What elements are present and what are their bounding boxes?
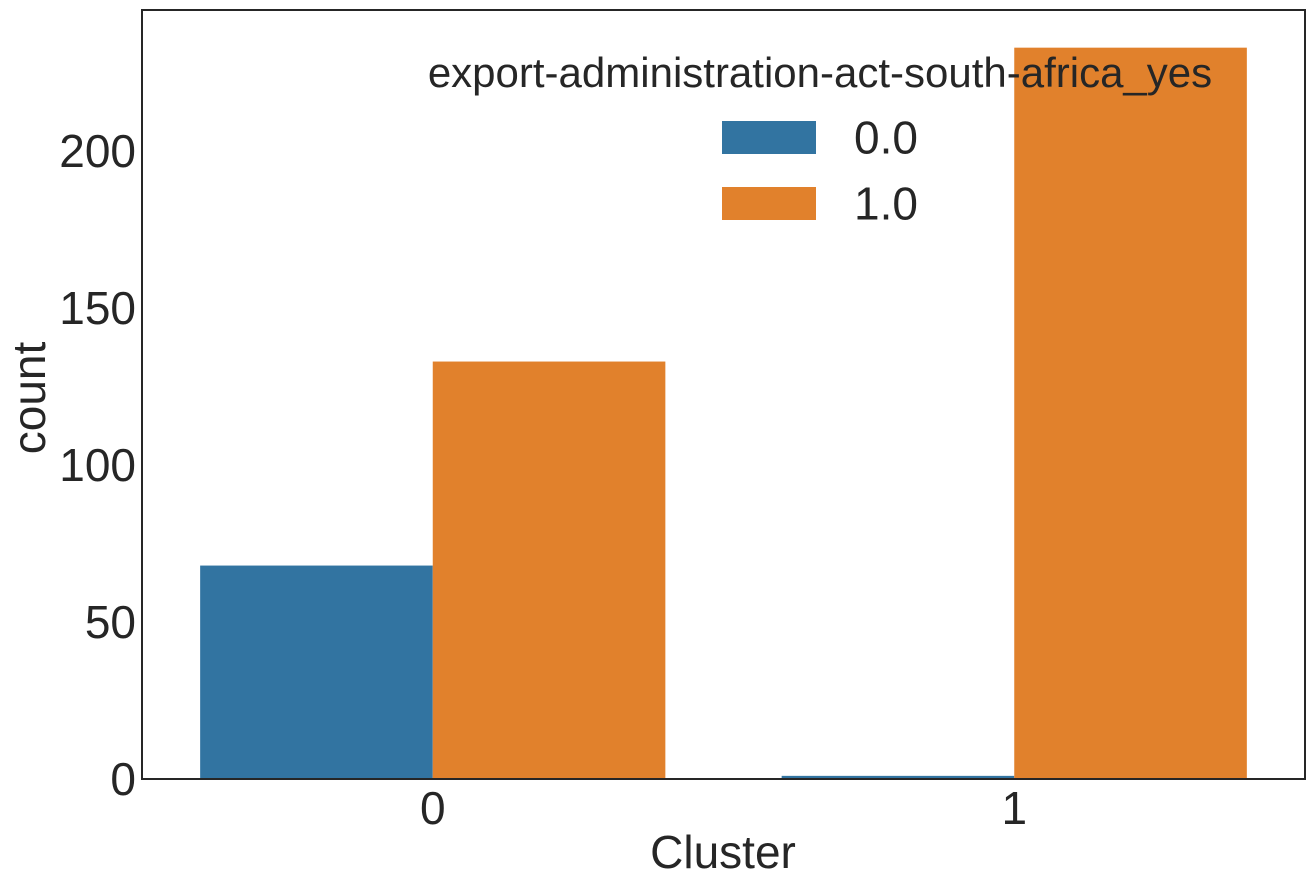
y-tick-label: 50 [85, 596, 136, 648]
legend-title: export-administration-act-south-africa_y… [428, 49, 1212, 96]
bar-cluster-1-series-0.0 [781, 775, 1015, 779]
bar-cluster-0-series-0.0 [200, 565, 433, 779]
bars-layer [200, 47, 1247, 780]
y-tick-label: 100 [59, 439, 136, 491]
bar-cluster-1-series-1.0 [1014, 47, 1247, 780]
legend-label-1.0: 1.0 [854, 178, 918, 230]
bar-cluster-0-series-1.0 [432, 361, 666, 779]
x-axis-title: Cluster [650, 826, 796, 878]
x-tick-label: 0 [420, 782, 446, 834]
y-tick-labels: 0 50 100 150 200 [59, 125, 136, 805]
y-tick-label: 200 [59, 125, 136, 177]
y-tick-label: 150 [59, 282, 136, 334]
legend-label-0.0: 0.0 [854, 112, 918, 164]
legend: export-administration-act-south-africa_y… [428, 49, 1212, 230]
x-tick-label: 1 [1001, 782, 1027, 834]
y-axis-title: count [3, 342, 55, 455]
plot-frame [141, 9, 1306, 780]
legend-swatch-1.0 [722, 187, 816, 220]
legend-swatch-0.0 [722, 121, 816, 154]
y-tick-label: 0 [110, 753, 136, 805]
